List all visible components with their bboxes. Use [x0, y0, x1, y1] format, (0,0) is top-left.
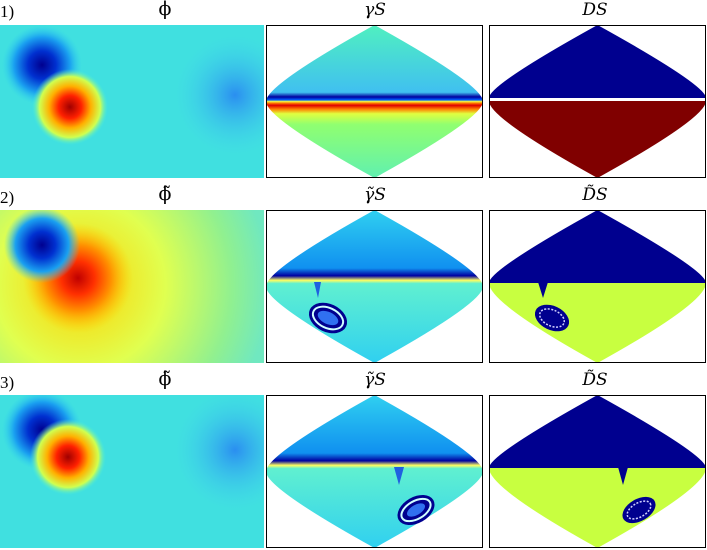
d-title-3: D̃S	[582, 370, 608, 390]
phi-title-3: ϕ̃	[158, 368, 172, 390]
gamma-panel-1	[266, 25, 483, 178]
phi-title-2: ϕ̃	[158, 183, 172, 205]
gamma-title-3: γ̃S	[364, 370, 386, 390]
phi-field-panel-2	[0, 210, 264, 363]
d-panel-1	[489, 25, 706, 178]
d-title-1: DS	[582, 0, 608, 20]
d-panel-2	[489, 210, 706, 363]
gamma-panel-2	[266, 210, 483, 363]
d-title-2: D̃S	[582, 185, 608, 205]
gamma-title-1: γS	[364, 0, 386, 20]
row-label-2: 2)	[0, 188, 15, 207]
phi-title-1: ϕ	[158, 0, 172, 20]
phi-field-panel-1	[0, 25, 264, 178]
gamma-panel-3	[266, 395, 483, 548]
row-label-1: 1)	[0, 2, 15, 21]
row-label-3: 3)	[0, 373, 15, 392]
gamma-title-2: γ̃S	[364, 185, 386, 205]
d-panel-3	[489, 395, 706, 548]
phi-field-panel-3	[0, 395, 264, 548]
